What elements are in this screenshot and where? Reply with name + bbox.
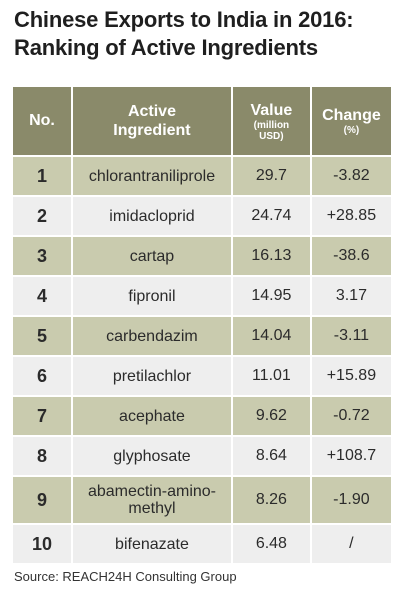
cell-ingredient: cartap [70, 237, 231, 275]
chart-title: Chinese Exports to India in 2016: Rankin… [14, 6, 399, 62]
ranking-table: No. Active Ingredient Value (million USD… [13, 85, 391, 565]
cell-value: 8.64 [230, 437, 310, 475]
cell-change: -1.90 [309, 477, 391, 523]
table-row: 9 abamectin-amino-methyl 8.26 -1.90 [13, 477, 391, 523]
cell-value: 14.04 [230, 317, 310, 355]
cell-change: +15.89 [309, 357, 391, 395]
table-row: 4 fipronil 14.95 3.17 [13, 277, 391, 315]
table-row: 10 bifenazate 6.48/ [13, 525, 391, 563]
cell-no: 5 [13, 317, 71, 355]
header-change: Change (%) [309, 87, 391, 155]
cell-change: -3.11 [309, 317, 391, 355]
table-row: 1 chlorantraniliprole 29.7 -3.82 [13, 157, 391, 195]
table-row: 3 cartap 16.13 -38.6 [13, 237, 391, 275]
cell-no: 4 [13, 277, 71, 315]
table-row: 2 imidacloprid 24.74 +28.85 [13, 197, 391, 235]
cell-no: 8 [13, 437, 71, 475]
header-value-unit-line2: USD) [259, 130, 284, 142]
table-row: 8 glyphosate 8.64 +108.7 [13, 437, 391, 475]
cell-no: 2 [13, 197, 71, 235]
header-row: No. Active Ingredient Value (million USD… [13, 87, 391, 155]
header-no: No. [13, 87, 71, 155]
cell-change: / [309, 525, 391, 563]
cell-ingredient: abamectin-amino-methyl [70, 477, 231, 523]
cell-value: 29.7 [230, 157, 310, 195]
title-line-1: Chinese Exports to India in 2016: [14, 7, 354, 32]
cell-ingredient: glyphosate [70, 437, 231, 475]
cell-ingredient: acephate [70, 397, 231, 435]
cell-change: 3.17 [309, 277, 391, 315]
cell-ingredient: chlorantraniliprole [70, 157, 231, 195]
cell-ingredient: pretilachlor [70, 357, 231, 395]
cell-change: -0.72 [309, 397, 391, 435]
source-note: Source: REACH24H Consulting Group [14, 569, 237, 584]
cell-no: 3 [13, 237, 71, 275]
header-change-unit: (%) [343, 125, 360, 136]
cell-no: 6 [13, 357, 71, 395]
title-line-2: Ranking of Active Ingredients [14, 35, 318, 60]
cell-no: 7 [13, 397, 71, 435]
header-value-label: Value [250, 101, 293, 119]
cell-ingredient: fipronil [70, 277, 231, 315]
cell-change: -3.82 [309, 157, 391, 195]
header-ingredient: Active Ingredient [70, 87, 231, 155]
cell-value: 24.74 [230, 197, 310, 235]
header-ingredient-line1: Active [127, 103, 176, 120]
cell-value: 14.95 [230, 277, 310, 315]
cell-change: +108.7 [309, 437, 391, 475]
cell-value: 6.48 [230, 525, 310, 563]
cell-value: 9.62 [230, 397, 310, 435]
cell-change: +28.85 [309, 197, 391, 235]
header-change-label: Change [322, 107, 381, 124]
cell-ingredient: imidacloprid [70, 197, 231, 235]
header-value-unit-line1: (million [253, 119, 290, 131]
cell-change: -38.6 [309, 237, 391, 275]
cell-value: 11.01 [230, 357, 310, 395]
cell-no: 1 [13, 157, 71, 195]
header-ingredient-line2: Ingredient [113, 122, 191, 139]
cell-ingredient: carbendazim [70, 317, 231, 355]
table-row: 6 pretilachlor 11.01 +15.89 [13, 357, 391, 395]
cell-ingredient: bifenazate [70, 525, 231, 563]
table-row: 5 carbendazim 14.04 -3.11 [13, 317, 391, 355]
cell-value: 16.13 [230, 237, 310, 275]
cell-no: 10 [13, 525, 71, 563]
table-row: 7 acephate 9.62 -0.72 [13, 397, 391, 435]
table-body: 1 chlorantraniliprole 29.7 -3.82 2 imidaclopr… [13, 157, 391, 563]
cell-value: 8.26 [230, 477, 310, 523]
cell-no: 9 [13, 477, 71, 523]
header-value: Value (million USD) [230, 87, 310, 155]
